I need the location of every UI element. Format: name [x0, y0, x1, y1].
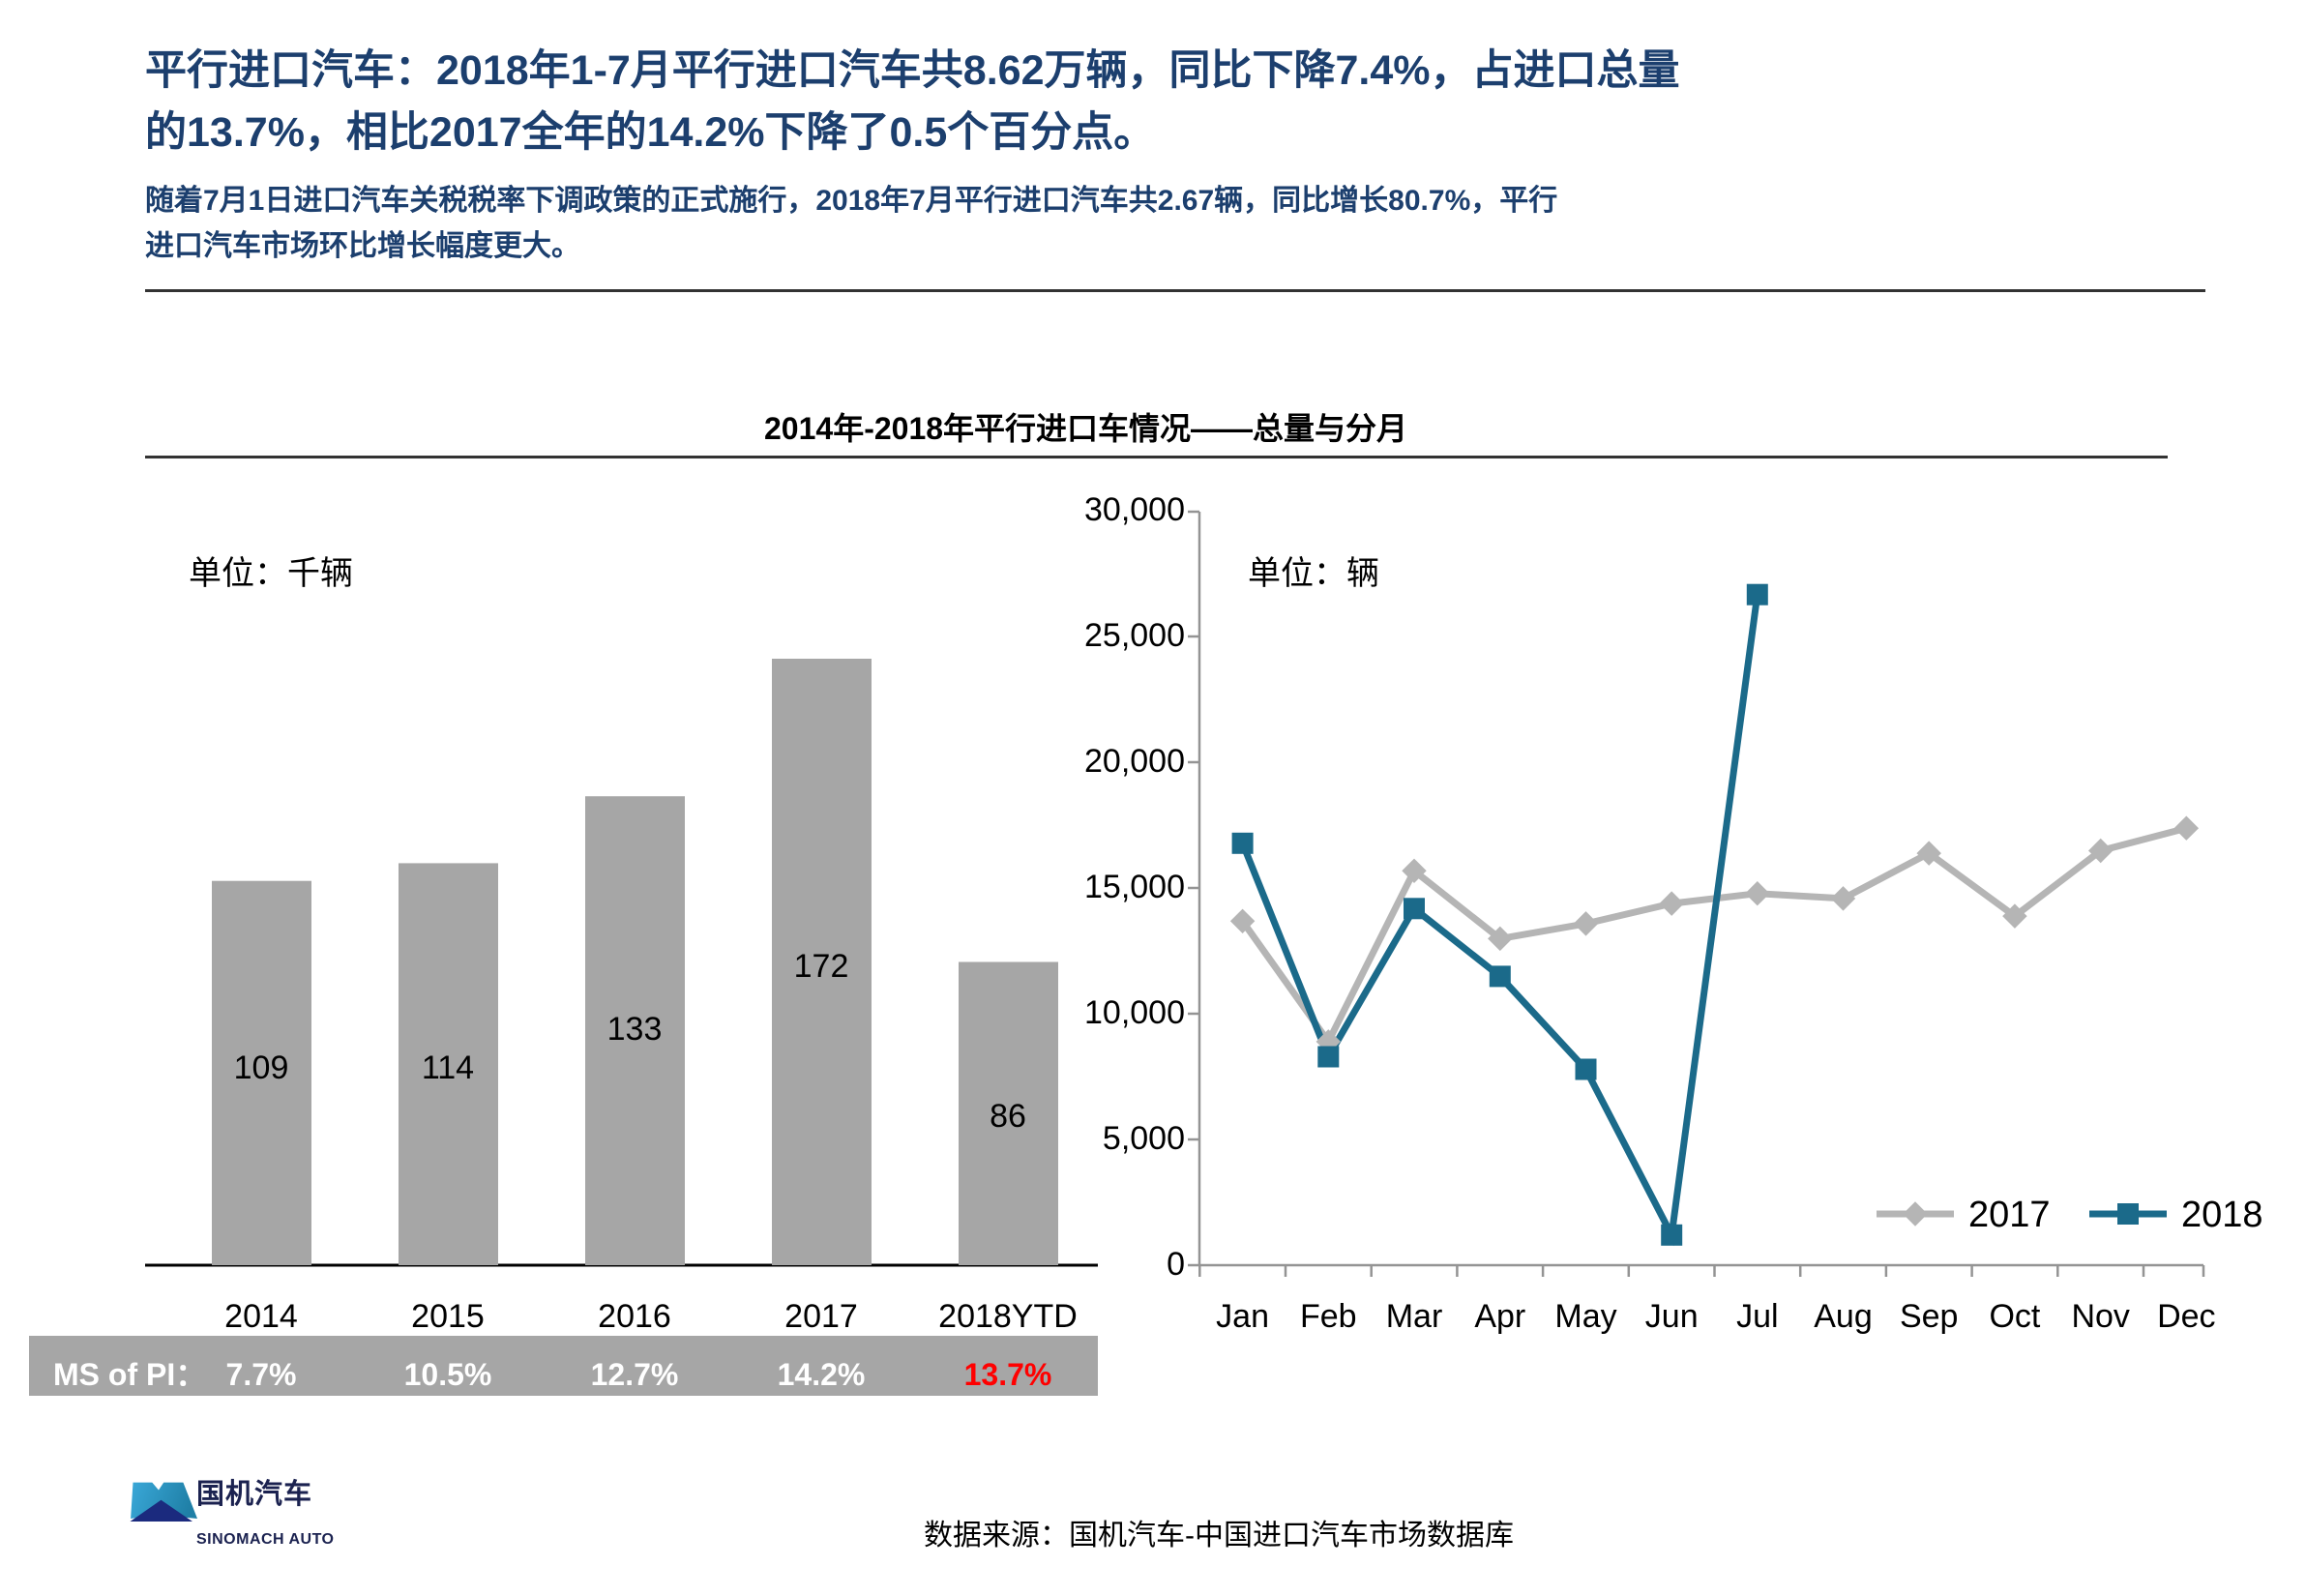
svg-text:Apr: Apr — [1474, 1298, 1525, 1335]
svg-text:2017: 2017 — [784, 1298, 858, 1335]
svg-text:114: 114 — [422, 1049, 474, 1086]
svg-text:86: 86 — [990, 1098, 1026, 1135]
svg-text:Jun: Jun — [1645, 1298, 1699, 1335]
svg-text:May: May — [1554, 1298, 1616, 1335]
svg-text:Oct: Oct — [1989, 1298, 2040, 1335]
svg-text:20,000: 20,000 — [1084, 743, 1185, 780]
svg-text:2018YTD: 2018YTD — [938, 1298, 1078, 1335]
svg-text:2018: 2018 — [2181, 1195, 2263, 1235]
svg-text:25,000: 25,000 — [1084, 617, 1185, 654]
svg-text:Jul: Jul — [1736, 1298, 1778, 1335]
svg-text:Jan: Jan — [1216, 1298, 1269, 1335]
svg-text:12.7%: 12.7% — [591, 1357, 679, 1392]
svg-text:13.7%: 13.7% — [964, 1357, 1052, 1392]
svg-text:Sep: Sep — [1900, 1298, 1959, 1335]
svg-text:Nov: Nov — [2071, 1298, 2129, 1335]
svg-text:2014: 2014 — [224, 1298, 298, 1335]
svg-text:2015: 2015 — [411, 1298, 485, 1335]
svg-text:0: 0 — [1167, 1246, 1185, 1283]
svg-text:Aug: Aug — [1814, 1298, 1873, 1335]
svg-text:15,000: 15,000 — [1084, 869, 1185, 905]
svg-text:5,000: 5,000 — [1103, 1120, 1185, 1157]
svg-text:10.5%: 10.5% — [404, 1357, 492, 1392]
svg-text:Dec: Dec — [2157, 1298, 2215, 1335]
svg-text:30,000: 30,000 — [1084, 491, 1185, 528]
svg-text:MS of PI：: MS of PI： — [53, 1357, 206, 1392]
svg-text:10,000: 10,000 — [1084, 994, 1185, 1031]
svg-text:2017: 2017 — [1968, 1195, 2051, 1235]
svg-text:2016: 2016 — [598, 1298, 671, 1335]
svg-text:109: 109 — [234, 1049, 289, 1086]
svg-text:Mar: Mar — [1386, 1298, 1443, 1335]
svg-text:7.7%: 7.7% — [226, 1357, 297, 1392]
svg-text:Feb: Feb — [1300, 1298, 1357, 1335]
svg-text:133: 133 — [607, 1011, 663, 1048]
svg-text:172: 172 — [794, 948, 849, 985]
svg-text:14.2%: 14.2% — [778, 1357, 866, 1392]
